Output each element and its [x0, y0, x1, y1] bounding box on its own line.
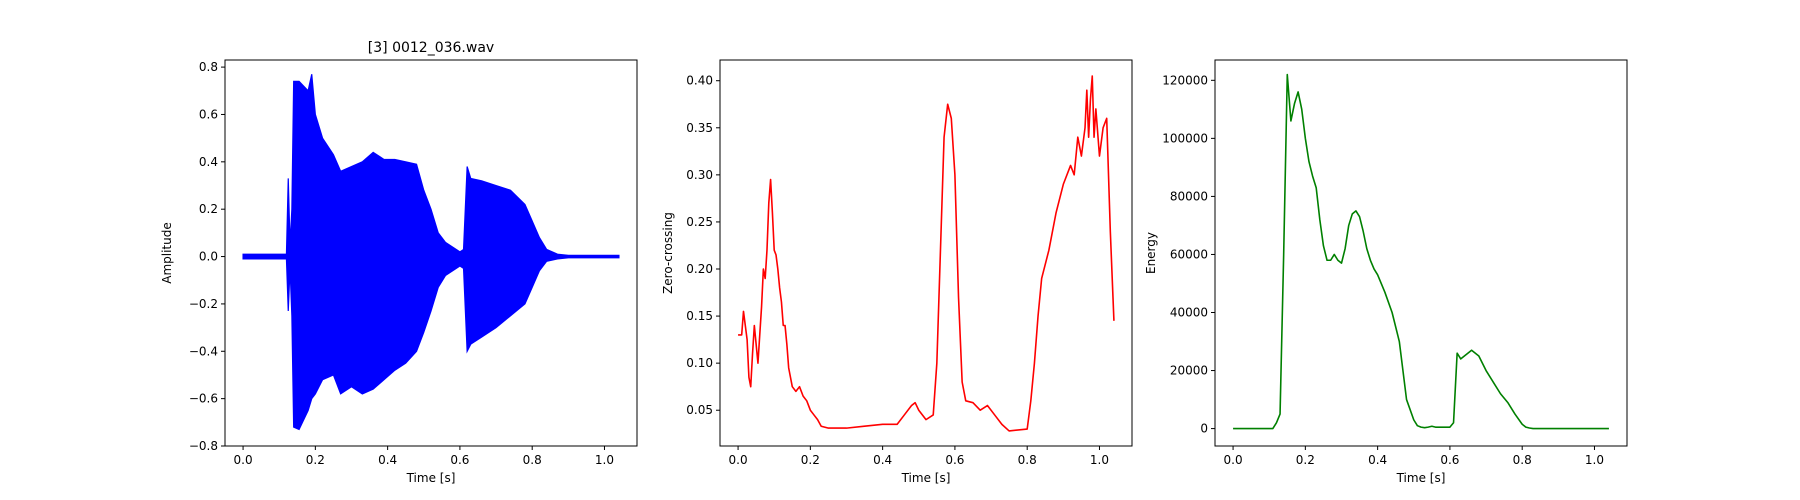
energy-series-line [1233, 73, 1609, 430]
zero-crossing-y-axis-label: Zero-crossing [661, 212, 675, 294]
zero-crossing-x-tick-label: 0.2 [801, 453, 820, 467]
zero-crossing-axes-frame [719, 59, 1133, 447]
zero-crossing-x-tick-label: 0.4 [873, 453, 892, 467]
waveform-x-tick-label: 0.6 [450, 453, 469, 467]
energy-x-tick-label: 1.0 [1585, 453, 1604, 467]
energy-y-tick-label: 0 [1200, 422, 1208, 436]
zero-crossing-subplot: 0.0 0.2 0.4 0.6 0.8 1.0 0.050.100.150.200.250… [661, 59, 1133, 485]
waveform-y-tick-label: −0.8 [189, 439, 218, 453]
zero-crossing-y-tick-label: 0.05 [686, 403, 713, 417]
waveform-y-tick-label: 0.6 [199, 107, 218, 121]
waveform-marks [242, 74, 620, 431]
waveform-x-tick-label: 0.8 [523, 453, 542, 467]
waveform-y-tick-label: 0.2 [199, 202, 218, 216]
zero-crossing-marks [738, 75, 1115, 432]
waveform-x-tick-label: 1.0 [595, 453, 614, 467]
energy-x-tick-label: 0.6 [1440, 453, 1459, 467]
waveform-x-tick-label: 0.2 [306, 453, 325, 467]
energy-x-axis-label: Time [s] [1396, 471, 1446, 485]
energy-y-tick-label: 60000 [1170, 247, 1208, 261]
energy-axes-frame [1214, 59, 1628, 447]
waveform-axes-frame [224, 59, 638, 447]
energy-subplot: 0.0 0.2 0.4 0.6 0.8 1.0 0 20000 40000 60000 80000… [1144, 59, 1628, 485]
zero-crossing-series-line [738, 75, 1115, 432]
energy-y-ticks: 0 20000 40000 60000 80000 100000 120000 [1162, 73, 1215, 436]
energy-x-tick-label: 0.8 [1513, 453, 1532, 467]
energy-marks [1233, 73, 1609, 430]
waveform-y-tick-label: −0.4 [189, 344, 218, 358]
energy-y-axis-label: Energy [1144, 232, 1158, 274]
energy-y-tick-label: 80000 [1170, 189, 1208, 203]
energy-x-ticks: 0.0 0.2 0.4 0.6 0.8 1.0 [1224, 446, 1604, 467]
energy-y-tick-label: 20000 [1170, 364, 1208, 378]
zero-crossing-y-tick-label: 0.35 [686, 121, 713, 135]
zero-crossing-x-tick-label: 0.8 [1018, 453, 1037, 467]
waveform-y-tick-label: −0.6 [189, 392, 218, 406]
waveform-title: [3] 0012_036.wav [368, 40, 494, 56]
energy-y-tick-label: 40000 [1170, 305, 1208, 319]
waveform-x-ticks: 0.0 0.2 0.4 0.6 0.8 1.0 [234, 446, 614, 467]
waveform-y-ticks: −0.8 −0.6 −0.4 −0.2 0.0 0.2 0.4 0.6 0.8 [189, 60, 225, 453]
energy-x-tick-label: 0.4 [1368, 453, 1387, 467]
energy-x-tick-label: 0.2 [1296, 453, 1315, 467]
energy-x-tick-label: 0.0 [1224, 453, 1243, 467]
waveform-subplot: [3] 0012_036.wav 0.0 0.2 0.4 0.6 0.8 1.0 −0.8… [160, 40, 638, 485]
waveform-x-tick-label: 0.4 [378, 453, 397, 467]
waveform-y-tick-label: 0.0 [199, 250, 218, 264]
zero-crossing-y-tick-label: 0.25 [686, 215, 713, 229]
energy-y-tick-label: 100000 [1162, 131, 1208, 145]
waveform-x-tick-label: 0.0 [234, 453, 253, 467]
zero-crossing-y-tick-label: 0.30 [686, 168, 713, 182]
zero-crossing-x-axis-label: Time [s] [901, 471, 951, 485]
energy-y-tick-label: 120000 [1162, 73, 1208, 87]
waveform-y-axis-label: Amplitude [160, 222, 174, 284]
waveform-y-tick-label: −0.2 [189, 297, 218, 311]
waveform-y-tick-label: 0.8 [199, 60, 218, 74]
zero-crossing-x-tick-label: 1.0 [1090, 453, 1109, 467]
zero-crossing-x-ticks: 0.0 0.2 0.4 0.6 0.8 1.0 [729, 446, 1109, 467]
waveform-signal-area [242, 74, 620, 431]
zero-crossing-x-tick-label: 0.6 [945, 453, 964, 467]
zero-crossing-y-tick-label: 0.20 [686, 262, 713, 276]
zero-crossing-y-ticks: 0.05 0.10 0.15 0.20 0.25 0.30 0.35 0.40 [686, 74, 720, 417]
waveform-y-tick-label: 0.4 [199, 155, 218, 169]
waveform-x-axis-label: Time [s] [406, 471, 456, 485]
zero-crossing-y-tick-label: 0.15 [686, 309, 713, 323]
zero-crossing-y-tick-label: 0.10 [686, 356, 713, 370]
zero-crossing-y-tick-label: 0.40 [686, 74, 713, 88]
zero-crossing-x-tick-label: 0.0 [729, 453, 748, 467]
